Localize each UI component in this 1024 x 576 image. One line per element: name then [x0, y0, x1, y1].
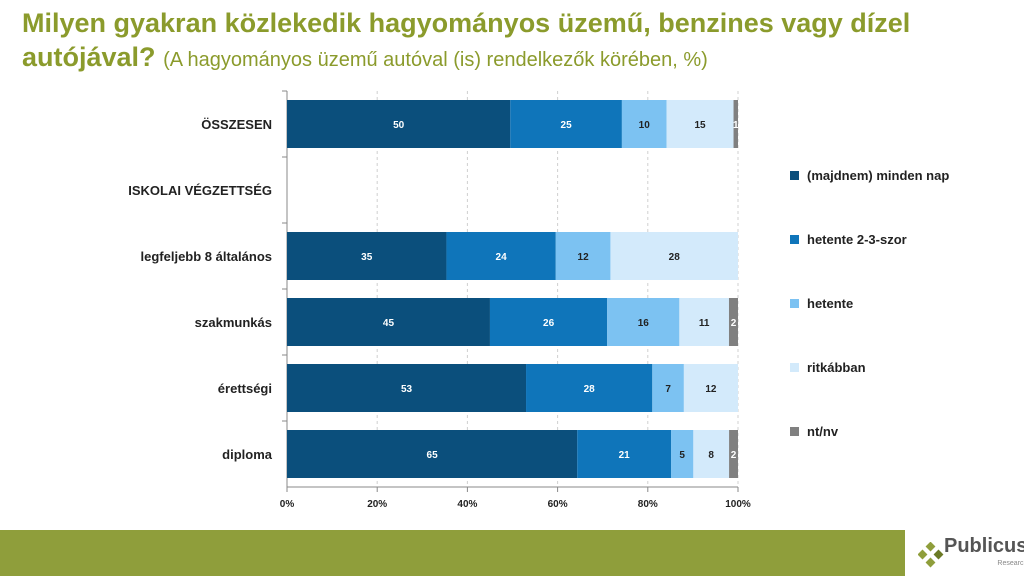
bar-segment	[610, 232, 738, 280]
legend-swatch	[790, 427, 799, 436]
logo-diamond-icon	[918, 542, 944, 568]
data-label: 11	[699, 318, 710, 329]
legend-label: ritkábban	[807, 360, 866, 375]
data-label: 28	[584, 384, 596, 395]
category-label: ÖSSZESEN	[201, 117, 272, 132]
bar-segment	[287, 364, 527, 412]
data-label: 50	[393, 120, 405, 131]
bar-segment	[287, 100, 511, 148]
legend-item: ritkábban	[790, 360, 866, 375]
chart-title: Milyen gyakran közlekedik hagyományos üz…	[22, 6, 1012, 77]
bar-segment	[555, 232, 611, 280]
x-tick-label: 60%	[548, 499, 568, 510]
legend-swatch	[790, 299, 799, 308]
legend-item: nt/nv	[790, 424, 838, 439]
category-label: legfeljebb 8 általános	[141, 249, 273, 264]
bar-segment	[729, 430, 738, 478]
data-label: 25	[561, 120, 573, 131]
legend-label: nt/nv	[807, 424, 839, 439]
data-label: 15	[694, 120, 706, 131]
bar-segment	[446, 232, 556, 280]
data-label: 8	[708, 450, 714, 461]
legend-label: hetente 2-3-szor	[807, 232, 907, 247]
category-label: diploma	[222, 447, 273, 462]
data-label: 7	[665, 384, 671, 395]
bar-segment	[671, 430, 694, 478]
x-tick-label: 0%	[280, 499, 295, 510]
data-label: 21	[619, 450, 631, 461]
data-label: 2	[731, 450, 737, 461]
data-label: 45	[383, 318, 395, 329]
data-label: 5	[679, 450, 685, 461]
category-label: szakmunkás	[195, 315, 272, 330]
logo-text: Publicus	[944, 535, 1024, 557]
data-label: 10	[639, 120, 651, 131]
legend-swatch	[790, 235, 799, 244]
x-tick-label: 80%	[638, 499, 658, 510]
bar-segment	[577, 430, 672, 478]
x-tick-label: 40%	[457, 499, 477, 510]
bar-segment	[666, 100, 734, 148]
category-label: érettségi	[218, 381, 272, 396]
bar-segment	[489, 298, 608, 346]
bar-segment	[526, 364, 653, 412]
bar-segment	[287, 298, 490, 346]
bar-segment	[693, 430, 730, 478]
bar-segment	[728, 298, 738, 346]
x-tick-label: 20%	[367, 499, 387, 510]
data-label: 53	[401, 384, 413, 395]
bar-segment	[287, 232, 447, 280]
data-label: 26	[543, 318, 555, 329]
data-label: 2	[731, 318, 737, 329]
data-label: 1	[733, 120, 739, 131]
title-sub: (A hagyományos üzemű autóval (is) rendel…	[163, 49, 708, 71]
x-tick-label: 100%	[725, 499, 751, 510]
legend-item: hetente 2-3-szor	[790, 232, 907, 247]
bar-segment	[510, 100, 622, 148]
bar-segment	[683, 364, 738, 412]
data-label: 65	[427, 450, 439, 461]
title-main: Milyen gyakran közlekedik hagyományos üz…	[22, 8, 911, 72]
logo-subtext: Research	[997, 560, 1024, 567]
data-label: 24	[496, 252, 508, 263]
footer-bar	[0, 530, 905, 576]
legend-item: (majdnem) minden nap	[790, 168, 949, 183]
bar-segment	[621, 100, 667, 148]
bar-segment	[652, 364, 684, 412]
legend-label: hetente	[807, 296, 854, 311]
bar-segment	[287, 430, 578, 478]
data-label: 28	[669, 252, 681, 263]
category-label: ISKOLAI VÉGZETTSÉG	[128, 183, 272, 198]
publicus-logo: Publicus Research	[918, 535, 1024, 573]
data-label: 12	[578, 252, 590, 263]
legend-label: (majdnem) minden nap	[807, 168, 950, 183]
data-label: 16	[638, 318, 650, 329]
bar-segment	[607, 298, 680, 346]
bar-segment	[679, 298, 729, 346]
legend-item: hetente	[790, 296, 853, 311]
legend-swatch	[790, 363, 799, 372]
legend-swatch	[790, 171, 799, 180]
bar-segment	[733, 100, 738, 148]
data-label: 12	[705, 384, 717, 395]
data-label: 35	[361, 252, 373, 263]
